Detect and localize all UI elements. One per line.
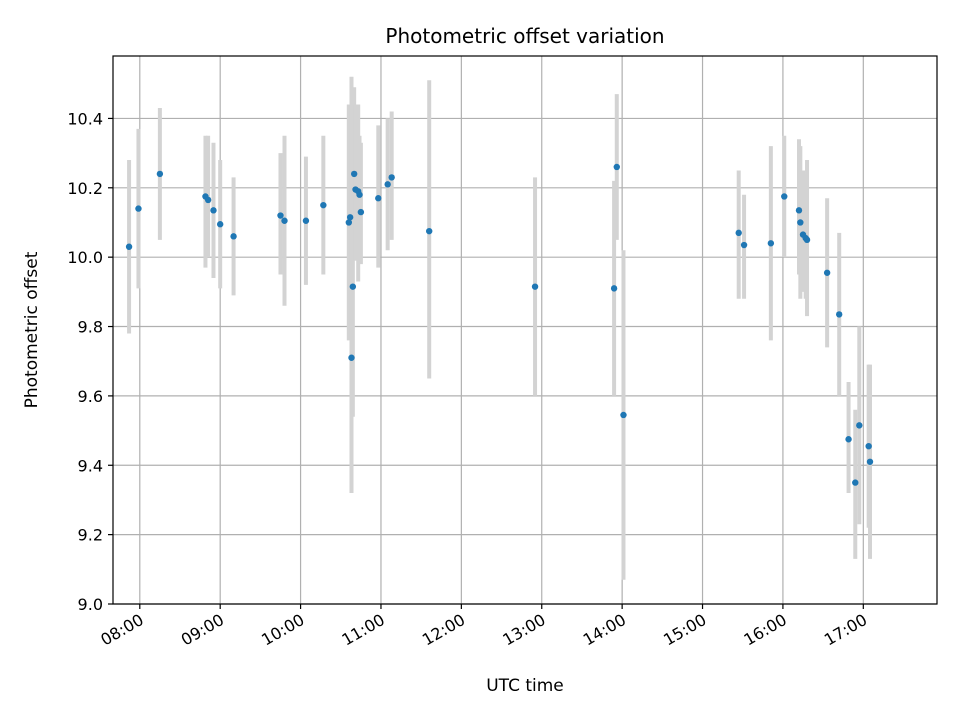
data-point xyxy=(823,269,831,276)
data-point xyxy=(865,442,872,450)
data-point xyxy=(357,208,365,216)
data-point xyxy=(135,205,142,212)
data-point xyxy=(610,285,618,292)
data-point xyxy=(216,221,224,228)
data-point xyxy=(156,170,164,178)
data-point xyxy=(281,217,288,224)
plot-frame xyxy=(112,55,938,605)
data-point xyxy=(302,217,310,224)
data-point xyxy=(845,436,852,443)
data-point xyxy=(384,181,391,188)
data-point xyxy=(345,219,353,226)
data-point xyxy=(856,422,863,429)
data-point xyxy=(735,229,742,237)
y-tick-label: 9.0 xyxy=(78,595,103,614)
data-points xyxy=(125,163,874,486)
data-point xyxy=(350,170,358,178)
data-point xyxy=(767,240,775,247)
chart-title: Photometric offset variation xyxy=(385,24,664,48)
data-point xyxy=(320,201,327,209)
x-axis-title: UTC time xyxy=(486,676,564,696)
y-tick-label: 10.2 xyxy=(67,179,103,198)
data-point xyxy=(781,193,788,200)
y-tick-label: 9.2 xyxy=(78,526,103,545)
data-point xyxy=(349,283,357,290)
data-point xyxy=(866,458,874,465)
data-point xyxy=(795,207,803,214)
data-point xyxy=(346,214,354,221)
data-point xyxy=(426,227,433,235)
data-point xyxy=(852,479,859,486)
data-point xyxy=(230,233,237,240)
data-point xyxy=(204,196,212,204)
y-tick-label: 10.0 xyxy=(67,248,103,267)
y-tick-label: 9.6 xyxy=(78,387,103,406)
y-axis-ticks: 9.0 9.2 9.4 9.6 9.8 10.0 10.2 10.4 xyxy=(67,109,113,614)
data-point xyxy=(356,191,363,198)
y-tick-label: 9.8 xyxy=(78,318,103,337)
data-point xyxy=(277,212,284,219)
data-point xyxy=(620,411,627,419)
data-point xyxy=(210,207,217,214)
data-point xyxy=(797,219,804,226)
data-point xyxy=(740,241,748,249)
data-point xyxy=(375,195,382,202)
data-point xyxy=(388,174,395,181)
y-axis-title: Photometric offset xyxy=(22,251,42,408)
data-point xyxy=(531,283,539,290)
data-point xyxy=(348,354,355,361)
y-tick-label: 9.4 xyxy=(78,456,103,475)
data-point xyxy=(613,163,620,171)
data-point xyxy=(803,236,811,244)
data-point xyxy=(835,311,843,318)
y-tick-label: 10.4 xyxy=(67,109,103,128)
data-point xyxy=(125,243,133,250)
